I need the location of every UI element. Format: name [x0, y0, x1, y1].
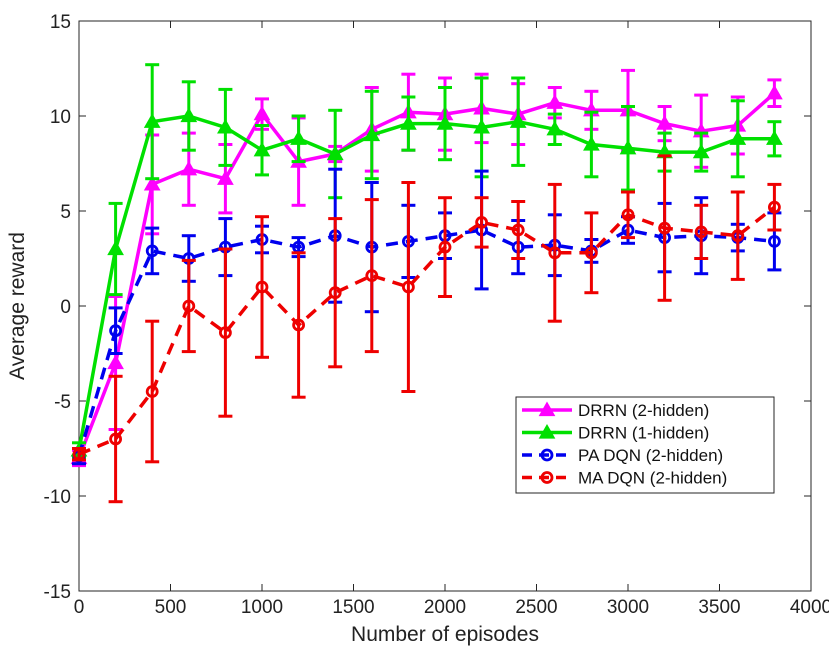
legend-marker: [538, 401, 556, 417]
data-point: [217, 170, 234, 185]
data-point: [180, 160, 198, 176]
y-tick-label: -15: [44, 582, 71, 603]
data-point: [768, 200, 781, 214]
x-tick-label: 3500: [698, 597, 740, 618]
data-point: [145, 244, 159, 258]
y-axis-title: Average reward: [6, 232, 29, 380]
data-point: [328, 286, 342, 300]
data-point: [475, 215, 489, 229]
legend-label: PA DQN (2-hidden): [578, 446, 723, 465]
data-point: [583, 135, 600, 151]
data-point: [401, 280, 415, 294]
series-line: [77, 91, 776, 459]
data-point: [692, 143, 710, 159]
legend-entry: DRRN (1-hidden): [522, 424, 709, 443]
data-point: [143, 175, 161, 191]
y-tick-label: -10: [44, 487, 71, 508]
y-tick-label: -5: [54, 392, 71, 413]
data-point: [766, 130, 783, 145]
data-point: [548, 246, 562, 260]
legend-label: DRRN (1-hidden): [578, 424, 709, 443]
data-point: [326, 145, 344, 161]
x-axis-title: Number of episodes: [351, 623, 539, 646]
data-point: [363, 126, 381, 142]
data-point: [180, 107, 198, 123]
data-point: [511, 223, 525, 237]
data-point: [619, 139, 637, 155]
data-point: [731, 229, 745, 243]
legend-entry: MA DQN (2-hidden): [522, 469, 727, 488]
data-point: [145, 385, 159, 398]
data-point: [546, 120, 564, 136]
data-point: [253, 141, 271, 157]
series-line: [78, 205, 776, 456]
y-tick-label: 0: [60, 297, 71, 318]
data-point: [253, 105, 271, 121]
data-point: [656, 115, 673, 130]
data-point: [292, 318, 306, 332]
data-point: [621, 208, 635, 222]
data-point: [365, 269, 379, 283]
data-point: [585, 246, 598, 260]
data-point: [768, 234, 781, 248]
data-point: [729, 130, 747, 145]
data-point: [400, 115, 417, 130]
data-layer: [70, 63, 783, 504]
y-tick-label: 10: [50, 107, 71, 128]
data-point: [255, 280, 269, 294]
data-point: [546, 94, 564, 109]
legend-label: MA DQN (2-hidden): [578, 469, 727, 488]
data-point: [218, 326, 232, 340]
x-tick-label: 500: [155, 597, 187, 618]
y-tick-label: 15: [50, 12, 71, 33]
x-tick-label: 4000: [790, 597, 829, 618]
data-point: [509, 113, 527, 128]
data-point: [72, 447, 86, 461]
x-tick-label: 2500: [515, 597, 557, 618]
series-line: [77, 114, 775, 451]
x-tick-label: 1500: [332, 597, 374, 618]
data-point: [107, 240, 124, 256]
data-point: [182, 299, 196, 313]
series-3: [72, 154, 782, 504]
data-point: [109, 432, 122, 446]
x-tick-label: 1000: [241, 597, 283, 618]
x-tick-label: 0: [74, 597, 85, 618]
data-point: [217, 118, 234, 134]
axes-layer: 0 500 1000 1500 2000 2500 3000 3500 4000 -15 -10 -5…: [44, 12, 829, 618]
x-tick-label: 2000: [424, 597, 466, 618]
legend-marker: [538, 423, 556, 439]
data-point: [143, 113, 161, 128]
y-tick-label: 5: [60, 202, 71, 223]
legend-marker: [540, 448, 554, 462]
data-point: [658, 221, 671, 235]
data-point: [436, 115, 454, 130]
x-tick-label: 3000: [607, 597, 649, 618]
data-point: [109, 324, 122, 338]
legend-marker: [540, 471, 554, 484]
data-point: [694, 225, 708, 239]
legend-entry: DRRN (2-hidden): [522, 401, 709, 420]
data-point: [290, 130, 307, 145]
data-point: [438, 240, 452, 254]
data-point: [107, 354, 124, 370]
legend-entry: PA DQN (2-hidden): [522, 446, 723, 465]
data-point: [473, 118, 490, 134]
legend: DRRN (2-hidden) DRRN (1-hidden) PA DQN (2-…: [515, 396, 775, 494]
legend-label: DRRN (2-hidden): [578, 401, 709, 420]
data-point: [766, 84, 783, 100]
